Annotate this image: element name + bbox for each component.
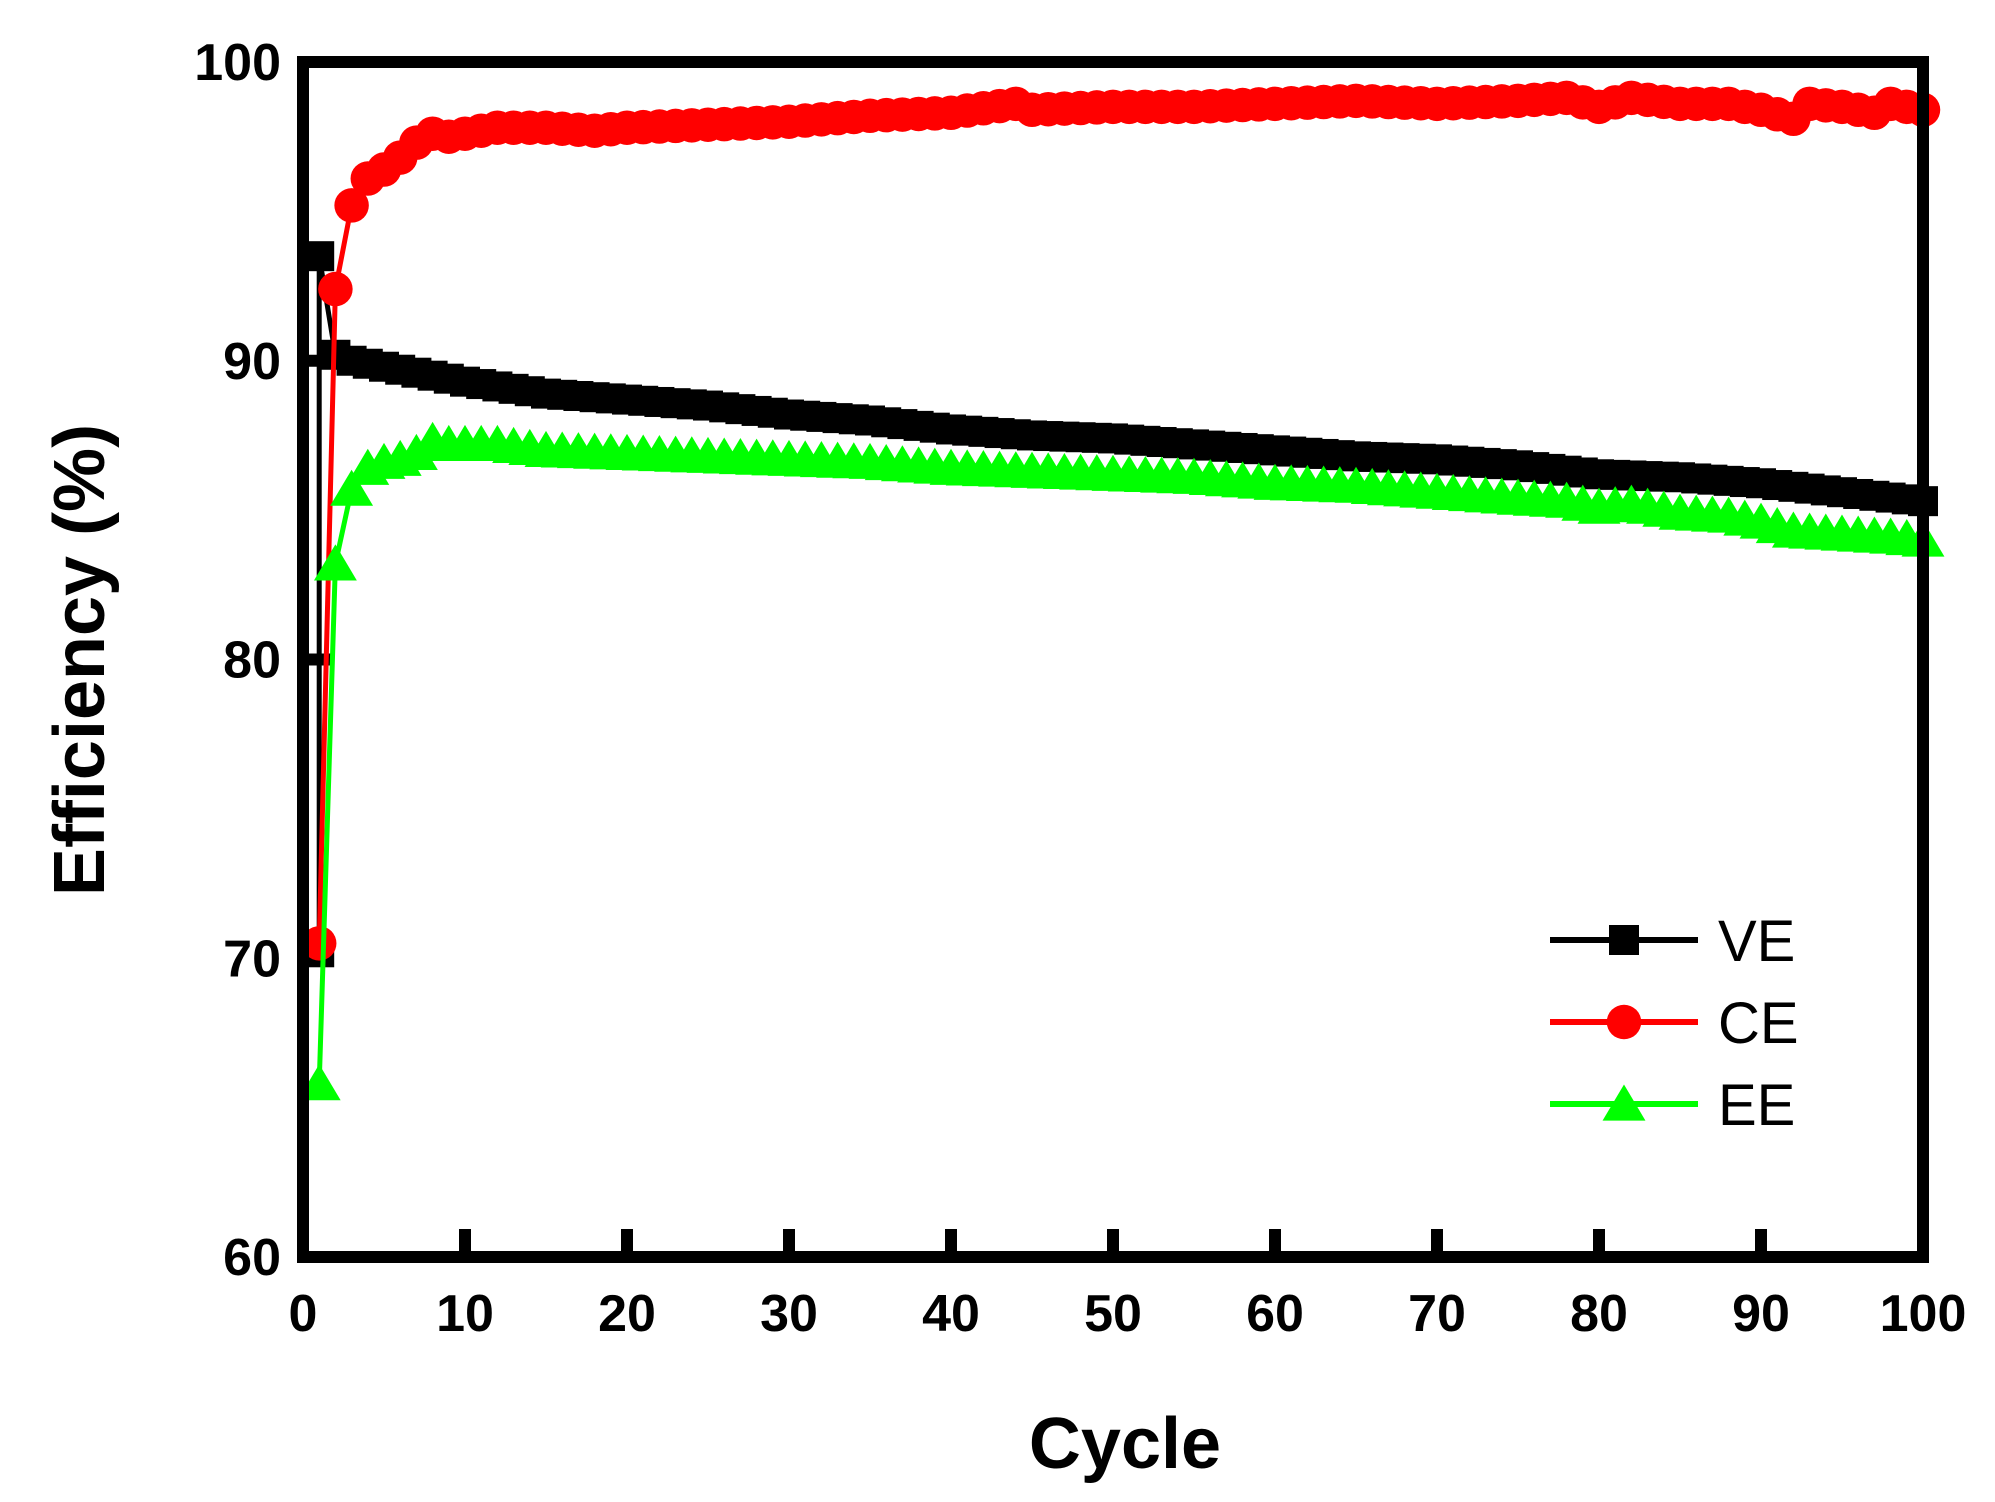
plot-frame xyxy=(297,56,1929,1263)
y-axis-title: Efficiency (%) xyxy=(40,424,120,896)
y-tick-label: 60 xyxy=(223,1229,281,1287)
x-tick-label: 20 xyxy=(598,1285,656,1343)
series-ve xyxy=(304,241,1938,968)
legend-marker xyxy=(1606,1004,1642,1040)
data-point xyxy=(330,469,374,506)
data-point xyxy=(313,544,357,581)
x-tick-label: 70 xyxy=(1408,1285,1466,1343)
x-axis-title: Cycle xyxy=(1029,1404,1221,1484)
data-point xyxy=(301,926,337,961)
x-tick-label: 40 xyxy=(922,1285,980,1343)
x-tick-label: 10 xyxy=(436,1285,494,1343)
series-ce xyxy=(301,80,1941,961)
legend-marker xyxy=(1602,1084,1646,1121)
y-tick-label: 70 xyxy=(223,930,281,988)
y-tick-label: 80 xyxy=(223,632,281,690)
series-layer xyxy=(297,80,1945,1101)
series-ee xyxy=(297,421,1945,1101)
y-tick-label: 90 xyxy=(223,333,281,391)
x-tick-label: 50 xyxy=(1084,1285,1142,1343)
y-tick-label: 100 xyxy=(194,34,281,92)
tick-labels: 0 10 20 30 40 50 60 70 80 90 100 60 70 80 90 100 xyxy=(194,34,1966,1343)
legend-label: EE xyxy=(1718,1073,1795,1138)
x-tick-label: 90 xyxy=(1732,1285,1790,1343)
legend-item-ce: CE xyxy=(1550,991,1799,1056)
legend-item-ve: VE xyxy=(1550,909,1795,974)
x-tick-label: 60 xyxy=(1246,1285,1304,1343)
x-tick-label: 30 xyxy=(760,1285,818,1343)
legend-label: CE xyxy=(1718,991,1799,1056)
legend-item-ee: EE xyxy=(1550,1073,1795,1138)
legend-label: VE xyxy=(1718,909,1795,974)
legend-marker xyxy=(1609,925,1639,955)
x-tick-label: 80 xyxy=(1570,1285,1628,1343)
data-point xyxy=(318,271,353,307)
x-tick-label: 0 xyxy=(289,1285,318,1343)
x-tick-label: 100 xyxy=(1880,1285,1967,1343)
data-point xyxy=(304,241,335,272)
data-point xyxy=(334,188,369,223)
legend: VE CE EE xyxy=(1550,909,1799,1138)
